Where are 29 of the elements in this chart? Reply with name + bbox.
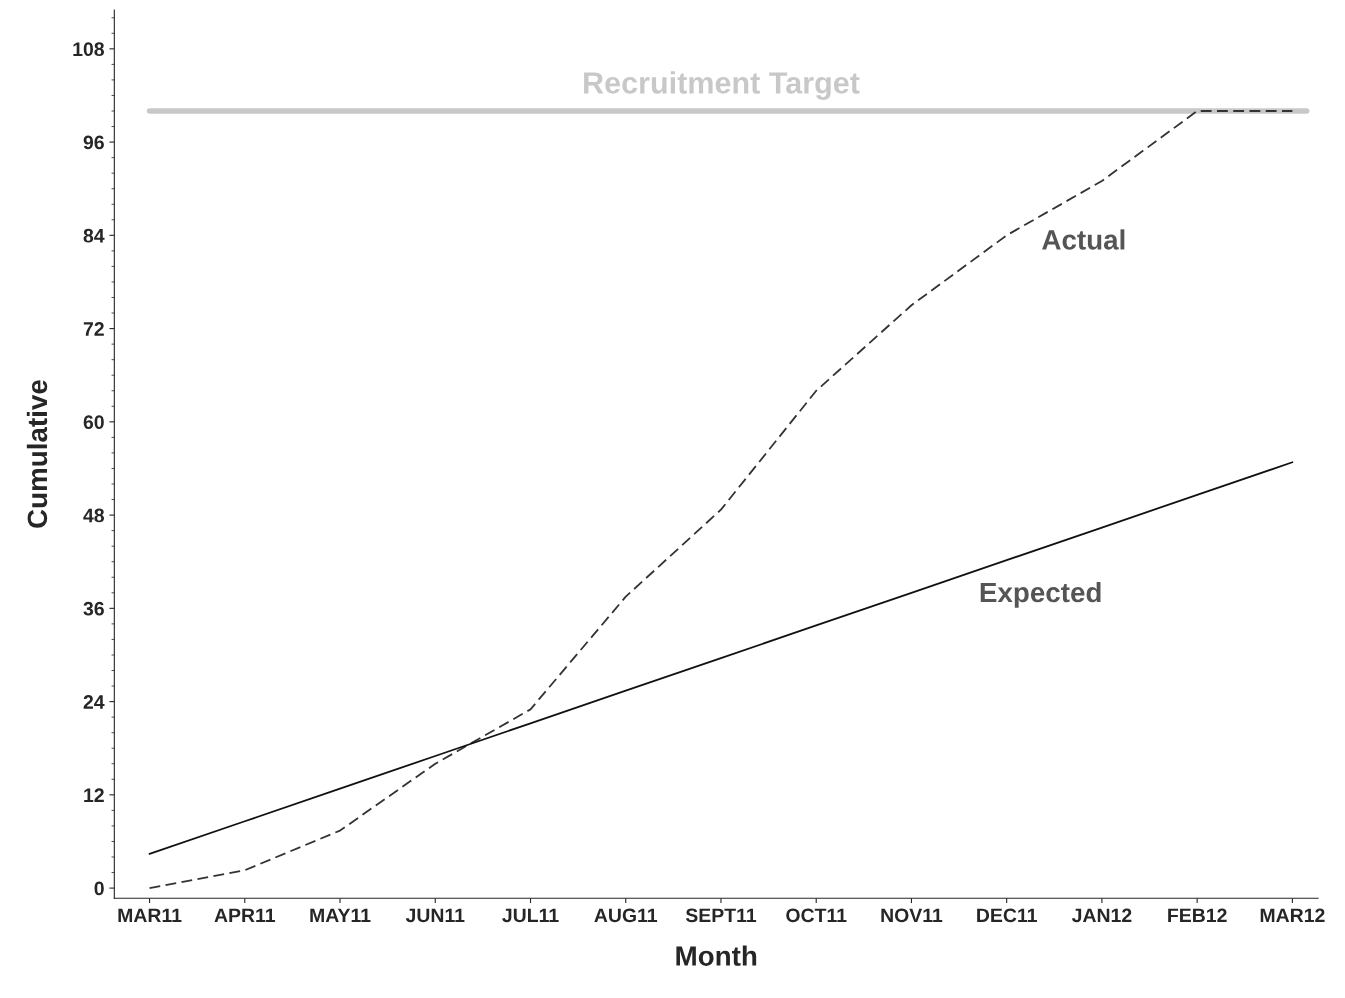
x-tick-label: APR11	[214, 908, 276, 923]
y-axis-title: Cumulative	[26, 380, 48, 528]
x-tick-label: MAR12	[1260, 908, 1325, 923]
x-tick-label: MAR11	[118, 908, 182, 923]
y-tick-label: 12	[84, 788, 104, 802]
x-tick-label: JUN11	[405, 908, 465, 923]
y-tick-label: 36	[83, 601, 104, 616]
x-tick-label: JUL11	[502, 908, 559, 923]
series-label: Expected	[980, 581, 1101, 608]
y-tick-label: 24	[83, 695, 105, 709]
line-series	[148, 461, 1294, 855]
x-tick-label: FEB12	[1168, 908, 1227, 923]
y-tick-label: 84	[83, 228, 105, 243]
x-tick-label: OCT11	[786, 908, 847, 923]
y-tick-label: 72	[83, 322, 104, 336]
x-tick-label: SEPT11	[685, 908, 757, 923]
x-tick-label: MAY11	[310, 908, 371, 923]
series-label: Actual	[1042, 229, 1125, 250]
x-tick-label: NOV11	[881, 908, 943, 923]
y-tick-label: 0	[94, 881, 104, 896]
x-tick-label: JAN12	[1071, 908, 1132, 923]
y-tick-label: 48	[83, 508, 105, 523]
x-axis-title: Month	[676, 945, 757, 966]
y-tick-label: 96	[83, 135, 104, 150]
y-tick-label: 108	[73, 42, 105, 57]
x-tick-label: DEC11	[977, 908, 1037, 923]
y-tick-label: 60	[83, 415, 104, 430]
x-tick-label: AUG11	[594, 908, 658, 923]
line-series	[148, 110, 1294, 890]
